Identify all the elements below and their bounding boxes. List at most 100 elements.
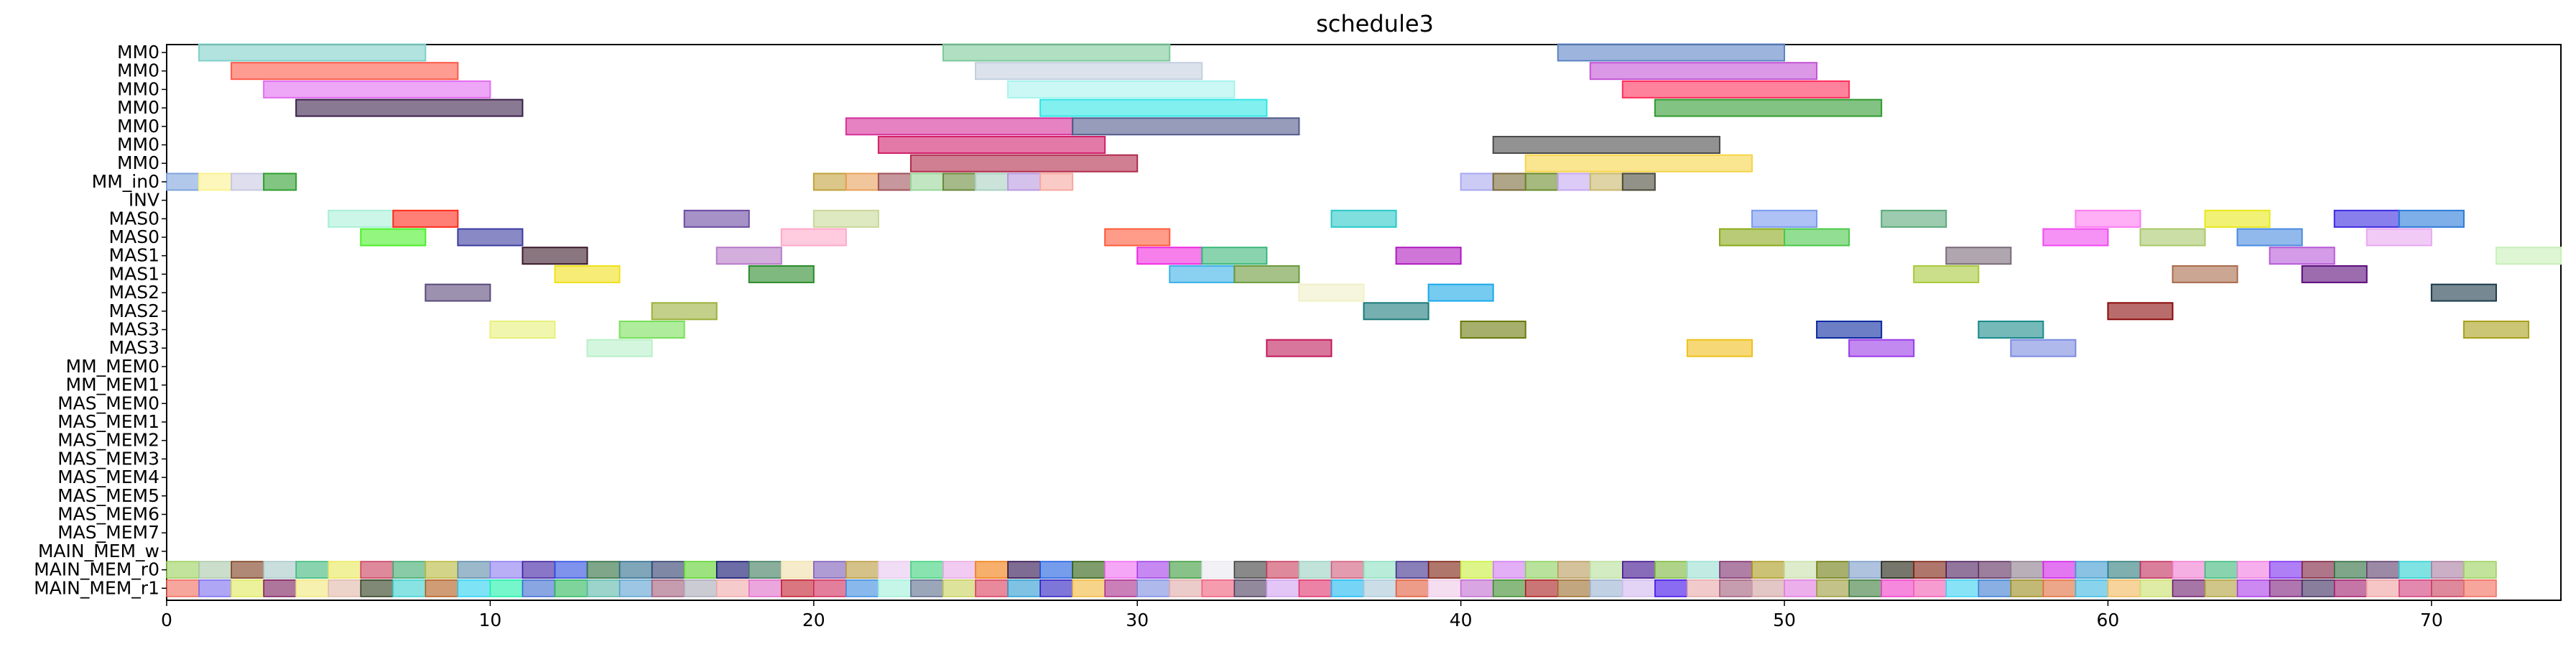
- task-bar: [1751, 209, 1818, 228]
- task-bar: [1589, 62, 1818, 81]
- memory-cell: [554, 561, 588, 579]
- task-bar: [2010, 339, 2077, 357]
- memory-cell: [910, 579, 944, 597]
- task-bar: [198, 173, 233, 191]
- memory-cell: [1298, 561, 1333, 579]
- y-tick-label: MAIN_MEM_r0: [34, 559, 159, 580]
- task-bar: [1913, 265, 1980, 283]
- task-bars: [166, 43, 2562, 357]
- task-bar: [748, 265, 815, 283]
- plot-frame: [166, 44, 2562, 601]
- memory-cell: [231, 579, 264, 597]
- memory-cell: [1201, 579, 1236, 597]
- memory-cell: [2236, 561, 2271, 579]
- memory-cell: [942, 561, 976, 579]
- memory-cell: [489, 561, 524, 579]
- task-bar: [1201, 247, 1268, 265]
- memory-cell: [1590, 579, 1623, 597]
- task-bar: [1169, 265, 1236, 283]
- task-bar: [1072, 117, 1300, 136]
- task-bar: [1557, 43, 1786, 62]
- task-bar: [780, 228, 847, 247]
- task-bar: [909, 173, 944, 191]
- task-bar: [2301, 265, 2368, 283]
- task-bar: [1718, 228, 1786, 247]
- task-bar: [1460, 173, 1494, 191]
- memory-cell: [2172, 561, 2206, 579]
- y-tick-label: MAS2: [109, 300, 159, 321]
- task-bar: [2366, 228, 2432, 247]
- memory-cell: [1654, 561, 1688, 579]
- memory-cell: [1913, 561, 1947, 579]
- memory-cell: [1427, 579, 1462, 597]
- memory-cell: [2269, 579, 2303, 597]
- memory-cell: [1330, 561, 1365, 579]
- memory-cell: [683, 579, 718, 597]
- memory-cell: [683, 561, 718, 579]
- memory-cell: [166, 579, 200, 597]
- memory-cell: [2333, 561, 2368, 579]
- y-tick-label: MM0: [117, 78, 159, 99]
- task-bar: [295, 98, 524, 117]
- memory-cell: [1978, 579, 2012, 597]
- memory-cell: [198, 561, 232, 579]
- memory-cell: [2399, 561, 2432, 579]
- task-bar: [1233, 265, 1300, 283]
- memory-cell: [1751, 561, 1785, 579]
- memory-cell: [2172, 579, 2206, 597]
- task-bar: [1266, 339, 1333, 357]
- memory-cell: [2399, 579, 2432, 597]
- memory-cell: [1136, 579, 1171, 597]
- memory-cell: [1557, 579, 1591, 597]
- task-bar: [1363, 302, 1430, 321]
- memory-cell: [554, 579, 588, 597]
- x-tick-label: 0: [161, 610, 172, 630]
- memory-cell: [2366, 561, 2400, 579]
- task-bar: [1007, 80, 1236, 98]
- task-bar: [812, 173, 847, 191]
- memory-cell: [1492, 561, 1526, 579]
- task-bar: [1298, 283, 1365, 302]
- task-bar: [2430, 283, 2497, 302]
- task-bar: [1654, 98, 1883, 117]
- task-bar: [1330, 209, 1397, 228]
- task-bar: [2075, 209, 2141, 228]
- memory-cell: [975, 561, 1009, 579]
- memory-cell: [715, 561, 750, 579]
- task-bar: [845, 117, 1074, 136]
- task-bar: [1136, 247, 1203, 265]
- task-bar: [2333, 209, 2400, 228]
- memory-cell: [457, 561, 491, 579]
- memory-cell: [2107, 579, 2141, 597]
- memory-cell: [1007, 579, 1041, 597]
- memory-cell: [1687, 579, 1720, 597]
- task-bar: [975, 62, 1203, 81]
- memory-cell: [1719, 579, 1753, 597]
- memory-cell: [392, 561, 427, 579]
- y-tick-label: MAS_MEM7: [57, 522, 159, 543]
- memory-cell: [1622, 579, 1656, 597]
- memory-cell: [1298, 579, 1333, 597]
- memory-cell: [1945, 579, 1980, 597]
- task-bar: [2204, 209, 2271, 228]
- memory-cell: [2204, 561, 2238, 579]
- memory-cell: [1881, 561, 1914, 579]
- task-bar: [522, 247, 588, 265]
- memory-cell: [618, 561, 653, 579]
- memory-cell: [1460, 561, 1494, 579]
- task-bar: [2139, 228, 2206, 247]
- task-bar: [683, 209, 750, 228]
- y-tick-label: MM_MEM1: [66, 375, 159, 395]
- task-bar: [651, 302, 718, 321]
- memory-cell: [263, 579, 297, 597]
- memory-cell: [813, 561, 847, 579]
- task-bar: [586, 339, 653, 357]
- memory-cell: [2236, 579, 2271, 597]
- memory-cell: [425, 579, 459, 597]
- task-bar: [392, 209, 459, 228]
- task-bar: [1039, 98, 1268, 117]
- y-tick-label: MAS_MEM1: [57, 411, 159, 432]
- memory-cell: [1169, 561, 1203, 579]
- memory-cell: [1492, 579, 1526, 597]
- memory-cell: [1136, 561, 1171, 579]
